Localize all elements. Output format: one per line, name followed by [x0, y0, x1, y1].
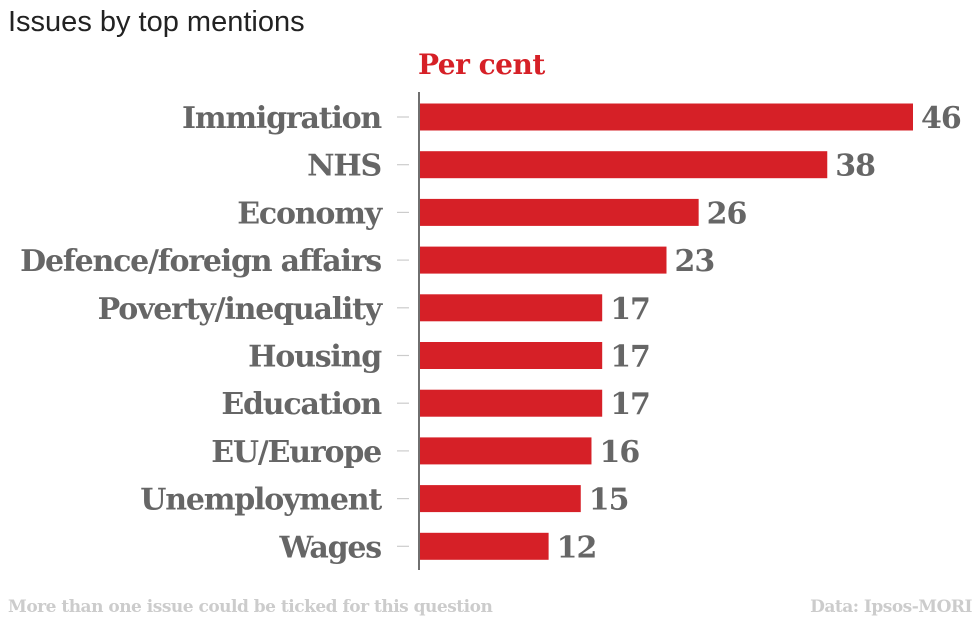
- bar: [420, 198, 699, 226]
- value-label: 23: [675, 244, 715, 279]
- category-label: Unemployment: [140, 483, 382, 518]
- value-label: 46: [921, 101, 961, 136]
- value-label: 12: [557, 530, 597, 565]
- value-label: 16: [599, 435, 639, 470]
- bar: [420, 532, 549, 560]
- bar: [420, 389, 603, 417]
- bar: [420, 485, 581, 513]
- category-label: Education: [221, 387, 382, 422]
- bar: [420, 437, 592, 465]
- bar: [420, 342, 603, 369]
- category-label: Housing: [248, 340, 382, 375]
- value-label: 17: [610, 387, 650, 422]
- footnote: More than one issue could be ticked for …: [8, 597, 493, 617]
- category-label: Economy: [237, 196, 384, 231]
- bar: [420, 294, 603, 322]
- value-label: 15: [589, 483, 629, 518]
- category-label: NHS: [307, 149, 381, 184]
- category-label: EU/Europe: [211, 435, 381, 470]
- value-label: 26: [707, 196, 747, 231]
- value-label: 38: [835, 149, 875, 184]
- source-credit: Data: Ipsos-MORI: [810, 597, 972, 617]
- value-label: 17: [610, 292, 650, 327]
- value-label: 17: [610, 340, 650, 375]
- category-label: Defence/foreign affairs: [20, 244, 381, 279]
- category-label: Wages: [279, 530, 382, 565]
- category-label: Immigration: [182, 101, 382, 136]
- unit-label: Per cent: [418, 48, 545, 81]
- bar: [420, 246, 667, 274]
- chart-title: Issues by top mentions: [8, 6, 305, 38]
- bar: [420, 103, 913, 131]
- category-label: Poverty/inequality: [98, 292, 384, 327]
- bar: [420, 151, 828, 179]
